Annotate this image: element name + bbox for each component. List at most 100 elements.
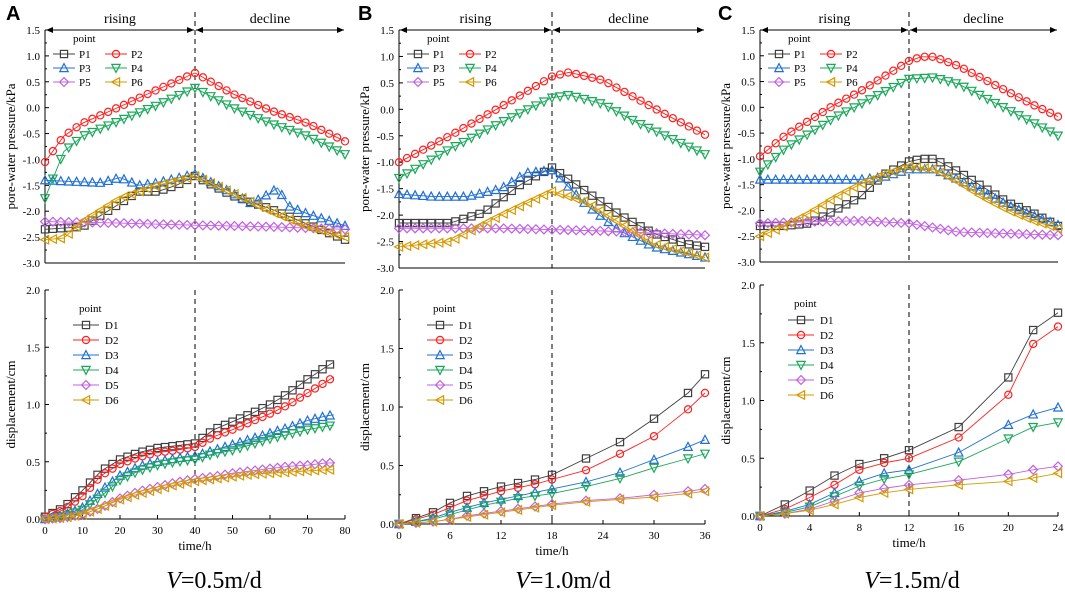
data-point	[393, 241, 404, 253]
data-point	[418, 145, 428, 154]
data-point	[69, 510, 80, 521]
legend-label: D1	[820, 315, 833, 327]
data-point	[554, 172, 566, 183]
data-point	[197, 452, 208, 463]
data-point	[152, 460, 163, 471]
x-tick-label: 40	[190, 525, 202, 537]
data-point	[490, 184, 501, 195]
data-point	[498, 117, 509, 127]
data-point	[911, 162, 922, 173]
data-point	[700, 130, 710, 139]
data-point	[159, 459, 171, 470]
data-point	[433, 237, 444, 248]
data-point	[107, 482, 118, 493]
data-point	[252, 200, 263, 211]
series-line	[398, 453, 706, 525]
data-point	[1006, 89, 1016, 98]
data-point	[506, 113, 517, 124]
data-point	[903, 470, 915, 481]
data-point	[237, 220, 248, 232]
data-point	[238, 93, 247, 103]
data-point	[478, 497, 490, 508]
data-point	[529, 501, 541, 512]
rising-arrow-head-left	[400, 27, 407, 33]
data-point	[1005, 107, 1017, 117]
data-point	[801, 209, 812, 220]
data-point	[264, 434, 276, 445]
data-point	[401, 188, 413, 199]
data-point	[434, 150, 445, 161]
data-point	[323, 227, 334, 238]
data-point	[857, 190, 867, 200]
legend-title: point	[427, 33, 450, 45]
data-point	[935, 74, 946, 85]
data-point	[538, 189, 549, 201]
series-line	[398, 392, 706, 525]
data-point	[102, 217, 114, 229]
data-point	[795, 122, 804, 131]
data-point	[920, 154, 929, 164]
data-point	[954, 422, 963, 432]
data-point	[142, 218, 153, 230]
data-point	[1005, 206, 1016, 217]
data-point	[959, 64, 969, 74]
data-point	[249, 439, 261, 450]
data-point	[482, 223, 493, 234]
rising-arrow-head-right	[901, 27, 908, 33]
data-point	[1053, 322, 1063, 331]
data-point	[316, 212, 327, 223]
data-point	[675, 138, 687, 149]
data-point	[55, 216, 67, 228]
chart-a-disp: 0.0 0.5 1.0 1.5 2.0 0 10 20 30 40 50 60 70 80 displace…	[3, 285, 351, 553]
legend-label: P5	[433, 77, 445, 89]
data-point	[603, 216, 614, 227]
data-point	[1027, 408, 1039, 419]
data-point	[926, 163, 937, 175]
series-p6	[393, 186, 710, 263]
data-point	[103, 107, 113, 117]
data-point	[660, 109, 669, 119]
data-point	[189, 168, 201, 179]
y-axis-label: pore-water pressure/kPa	[357, 86, 372, 212]
data-point	[871, 171, 882, 183]
series-p4	[39, 83, 351, 204]
data-point	[997, 102, 1009, 113]
data-point	[174, 171, 185, 182]
data-point	[675, 245, 686, 257]
data-point	[212, 181, 223, 192]
data-point	[110, 217, 122, 229]
data-point	[682, 454, 694, 465]
data-point	[832, 190, 843, 201]
data-point	[1053, 308, 1063, 317]
data-point	[48, 224, 58, 233]
data-point	[158, 98, 169, 109]
y-tick-label: -3.0	[23, 258, 41, 270]
data-point	[522, 105, 534, 116]
data-point	[280, 391, 290, 400]
data-point	[245, 221, 256, 232]
data-point	[220, 428, 230, 437]
data-point	[786, 140, 797, 151]
data-point	[1013, 228, 1025, 240]
data-point	[699, 449, 711, 460]
data-point	[620, 213, 629, 222]
data-point	[129, 468, 141, 479]
data-point	[137, 465, 148, 476]
data-point	[809, 216, 821, 227]
data-point	[288, 398, 297, 407]
chart-c-pore: 1.5 1.0 0.5 0.0 -0.5 -1.0 -1.5 -2.0 -2.5 -3.0 pore…	[718, 3, 1064, 269]
data-point	[682, 488, 693, 499]
data-point	[1003, 434, 1014, 445]
data-point	[237, 107, 248, 118]
data-point	[903, 74, 915, 85]
data-point	[157, 178, 168, 190]
data-point	[676, 118, 686, 127]
series-p2	[394, 68, 710, 167]
data-point	[817, 173, 828, 184]
data-point	[206, 77, 215, 86]
data-point	[303, 375, 312, 384]
data-point	[228, 188, 239, 200]
data-point	[990, 227, 1001, 239]
data-point	[614, 466, 626, 477]
